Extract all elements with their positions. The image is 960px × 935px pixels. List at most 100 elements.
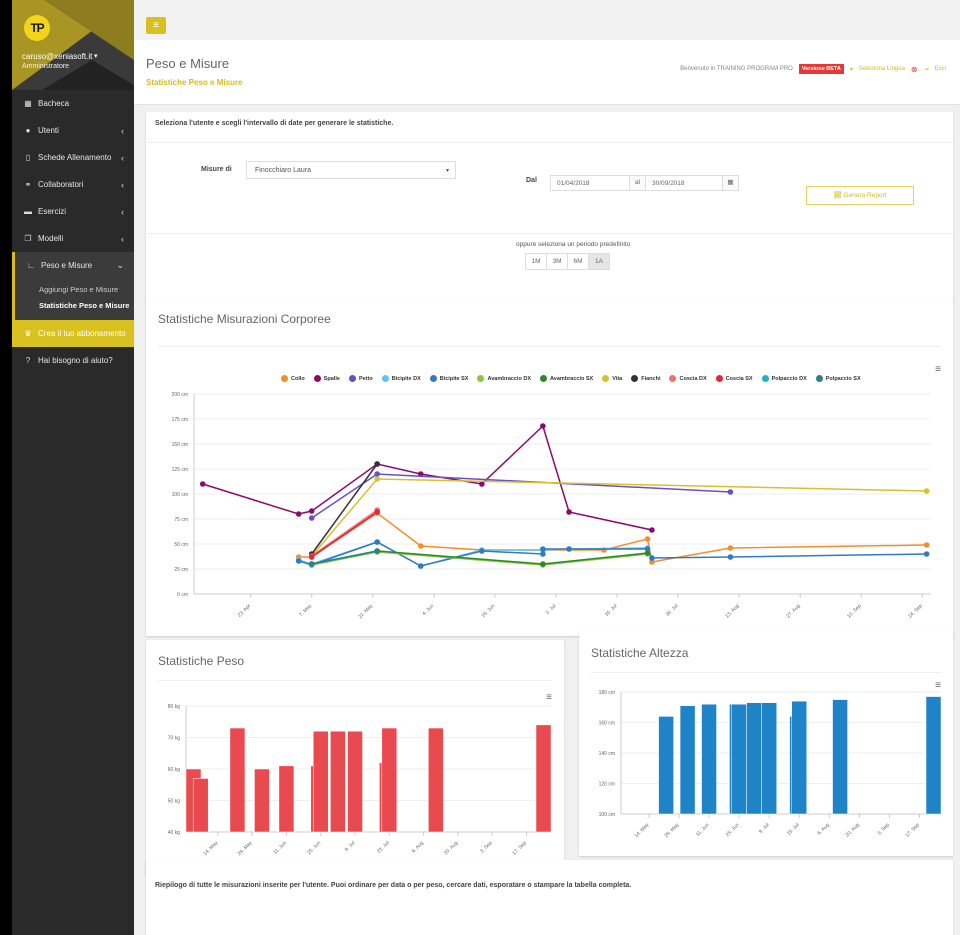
sidebar-subitem-aggiungi[interactable]: Aggiungi Peso e Misure: [39, 285, 119, 294]
svg-text:0 cm: 0 cm: [177, 592, 188, 598]
caret-down-icon: ▾: [445, 168, 449, 174]
svg-text:175 cm: 175 cm: [172, 417, 188, 423]
life-ring-icon[interactable]: ⊗: [910, 64, 918, 74]
period-1m-button[interactable]: 1M: [525, 253, 547, 270]
card-title: Statistiche Altezza: [591, 646, 689, 660]
svg-text:180 cm: 180 cm: [599, 690, 615, 696]
folder-open-icon: ▬: [24, 207, 32, 216]
dashboard-icon: ▦: [24, 99, 32, 108]
height-chart-card: Statistiche Altezza ≡ 100 cm 120 cm 140 cm…: [579, 632, 953, 856]
period-3m-button[interactable]: 3M: [546, 253, 568, 270]
legend-item[interactable]: Bicipite DX: [381, 375, 421, 382]
svg-text:3. Sep: 3. Sep: [479, 840, 494, 855]
sidebar-subitem-statistiche[interactable]: Statistiche Peso e Misure: [39, 301, 130, 310]
page-title: Peso e Misure: [146, 56, 230, 71]
legend-item[interactable]: Collo: [281, 375, 305, 382]
legend-marker-icon: [631, 375, 639, 382]
svg-text:11. Jun: 11. Jun: [272, 840, 288, 856]
period-6m-button[interactable]: 6M: [567, 253, 589, 270]
clipboard-icon: ▯: [25, 153, 31, 162]
user-menu-caret-icon[interactable]: ▾: [94, 53, 98, 60]
top-bar: ≡: [134, 0, 960, 40]
sidebar-item-modelli[interactable]: ❐ Modelli ‹: [12, 225, 134, 252]
copy-icon: ❐: [24, 234, 32, 243]
sidebar-item-bacheca[interactable]: ▦ Bacheca: [12, 90, 134, 117]
chart-area-icon: 📈︎: [833, 192, 842, 199]
sidebar-item-utenti[interactable]: ● Utenti ‹: [12, 117, 134, 144]
divider: [146, 233, 953, 234]
svg-text:50 cm: 50 cm: [174, 542, 188, 548]
sidebar-item-label: Schede Allenamento: [38, 153, 112, 162]
height-bar-chart: 100 cm 120 cm 140 cm 160 cm 180 cm 14. May 28.…: [599, 690, 942, 839]
divider: [158, 346, 941, 347]
legend-item[interactable]: Bicipite SX: [429, 375, 468, 382]
date-to-input[interactable]: 30/09/2018: [645, 175, 723, 191]
hamburger-menu-button[interactable]: ≡: [146, 17, 166, 34]
svg-text:100 cm: 100 cm: [172, 492, 188, 498]
svg-text:10. Sep: 10. Sep: [846, 603, 863, 620]
legend-item[interactable]: Spalle: [313, 375, 340, 382]
svg-text:17. Sep: 17. Sep: [904, 822, 921, 839]
svg-text:70 kg: 70 kg: [168, 736, 180, 742]
svg-text:25. Jun: 25. Jun: [306, 840, 322, 856]
legend-label: Fianchi: [641, 375, 661, 382]
caret-down-icon: ▾: [849, 66, 853, 73]
filter-intro: Seleziona l'utente e scegli l'intervallo…: [155, 120, 394, 127]
date-to-separator: al: [629, 175, 646, 191]
sidebar-item-label: Esercizi: [38, 207, 67, 216]
header-right: Benvenuto in TRAINING PROGRAM PRO Versio…: [680, 64, 946, 74]
legend-marker-icon: [815, 375, 823, 382]
svg-text:13. Aug: 13. Aug: [724, 603, 740, 619]
sidebar-item-esercizi[interactable]: ▬ Esercizi ‹: [12, 198, 134, 225]
svg-text:80 kg: 80 kg: [168, 704, 180, 710]
chart-menu-icon[interactable]: ≡: [935, 680, 941, 691]
legend-item[interactable]: Polpaccio DX: [761, 375, 807, 382]
sidebar-item-label: Utenti: [38, 126, 59, 135]
logout-link[interactable]: Esci: [934, 66, 946, 72]
legend-item[interactable]: Coscia DX: [669, 375, 707, 382]
calendar-icon[interactable]: ▦: [722, 175, 739, 191]
svg-text:60 kg: 60 kg: [168, 767, 180, 773]
sidebar-item-label: Crea il tuo abbonamento: [38, 329, 126, 338]
sidebar-item-help[interactable]: ? Hai bisogno di aiuto?: [12, 347, 134, 374]
svg-text:16. Jul: 16. Jul: [604, 603, 619, 618]
svg-text:6. Aug: 6. Aug: [411, 840, 425, 854]
svg-text:2. Jul: 2. Jul: [545, 603, 558, 616]
measurements-table-card: Riepilogo di tutte le misurazioni inseri…: [146, 860, 953, 935]
legend-label: Avambraccio DX: [487, 375, 531, 382]
svg-text:125 cm: 125 cm: [172, 467, 188, 473]
chart-line-icon: ∟: [27, 261, 35, 270]
chart-menu-icon[interactable]: ≡: [935, 364, 941, 375]
svg-text:25 cm: 25 cm: [174, 567, 188, 573]
table-intro: Riepilogo di tutte le misurazioni inseri…: [155, 882, 632, 889]
sidebar-item-collaboratori[interactable]: ⚭ Collaboratori ‹: [12, 171, 134, 198]
svg-text:25. Jun: 25. Jun: [725, 822, 741, 838]
user-email[interactable]: caruso@xeniasoft.it: [22, 52, 93, 61]
sidebar-item-peso-e-misure[interactable]: ∟ Peso e Misure ⌄: [12, 252, 134, 279]
legend-item[interactable]: Polpaccio SX: [815, 375, 861, 382]
user-role: Amministratore: [22, 63, 70, 70]
svg-text:18. Jun: 18. Jun: [480, 603, 496, 619]
legend-item[interactable]: Avambraccio SX: [540, 375, 593, 382]
legend-item[interactable]: Vita: [602, 375, 622, 382]
legend-item[interactable]: Avambraccio DX: [477, 375, 531, 382]
sidebar-item-label: Hai bisogno di aiuto?: [38, 356, 113, 365]
period-1a-button[interactable]: 1A: [588, 253, 610, 270]
generate-report-button[interactable]: 📈︎ Genera Report: [806, 186, 914, 205]
date-from-input[interactable]: 01/04/2018: [550, 175, 630, 191]
chart-legend: Collo Spalle Petto Bicipite DX Bicipite SX Av…: [281, 375, 861, 382]
legend-marker-icon: [669, 375, 677, 382]
sidebar-item-schede-allenamento[interactable]: ▯ Schede Allenamento ‹: [12, 144, 134, 171]
legend-item[interactable]: Fianchi: [631, 375, 660, 382]
legend-label: Collo: [291, 375, 305, 382]
user-select[interactable]: Finocchiaro Laura ▾: [246, 161, 456, 179]
language-selector[interactable]: Seleziona Lingua: [858, 66, 905, 72]
sidebar-item-label: Collaboratori: [38, 180, 84, 189]
period-button-group: 1M 3M 6M 1A: [525, 253, 610, 270]
legend-item[interactable]: Coscia SX: [715, 375, 753, 382]
sidebar-item-crea-abbonamento[interactable]: ♛ Crea il tuo abbonamento: [12, 320, 134, 347]
svg-text:140 cm: 140 cm: [599, 751, 615, 757]
weight-chart-card: Statistiche Peso ≡ 40 kg 50 kg 60 kg 70 kg 8…: [146, 640, 564, 876]
legend-item[interactable]: Petto: [348, 375, 373, 382]
chart-menu-icon[interactable]: ≡: [546, 692, 552, 703]
